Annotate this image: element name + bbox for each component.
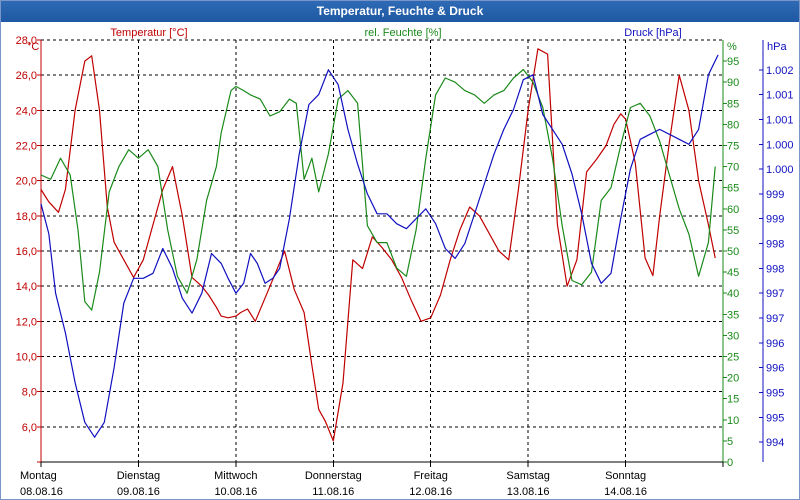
date-label: 12.08.16 — [409, 486, 452, 498]
humidity-series-line — [40, 68, 716, 311]
day-label: Samstag — [506, 470, 549, 482]
temperature-tick-label: 8,0 — [22, 387, 37, 399]
pressure-tick-label: 997 — [766, 288, 784, 300]
humidity-tick-label: 40 — [727, 288, 739, 300]
humidity-tick-label: 90 — [727, 77, 739, 89]
date-label: 09.08.16 — [117, 486, 160, 498]
date-label: 14.08.16 — [604, 486, 647, 498]
pressure-tick-label: 1.001 — [766, 114, 794, 126]
humidity-tick-label: 25 — [727, 352, 739, 364]
humidity-tick-label: 95 — [727, 56, 739, 68]
humidity-tick-label: 30 — [727, 330, 739, 342]
temperature-tick-label: 28,0 — [16, 35, 37, 47]
pressure-tick-label: 999 — [766, 189, 784, 201]
pressure-tick-label: 1.002 — [766, 65, 794, 77]
humidity-tick-label: 35 — [727, 309, 739, 321]
humidity-tick-label: 20 — [727, 373, 739, 385]
humidity-tick-label: 60 — [727, 204, 739, 216]
humidity-unit: % — [727, 41, 737, 53]
pressure-tick-label: 994 — [766, 437, 784, 449]
pressure-series-line — [40, 54, 719, 438]
temperature-series-line — [40, 48, 716, 442]
day-label: Mittwoch — [214, 470, 257, 482]
pressure-unit: hPa — [767, 41, 787, 53]
humidity-tick-label: 10 — [727, 415, 739, 427]
pressure-tick-label: 997 — [766, 313, 784, 325]
temperature-tick-label: 12,0 — [16, 316, 37, 328]
pressure-tick-label: 1.000 — [766, 139, 794, 151]
pressure-axis-title: Druck [hPa] — [624, 27, 681, 39]
humidity-tick-label: 15 — [727, 394, 739, 406]
humidity-tick-label: 80 — [727, 119, 739, 131]
temperature-unit: °C — [27, 41, 39, 53]
pressure-tick-label: 996 — [766, 363, 784, 375]
grid-lines — [41, 39, 723, 462]
date-label: 11.08.16 — [312, 486, 354, 498]
pressure-tick-label: 998 — [766, 239, 784, 251]
day-label: Montag — [20, 470, 57, 482]
pressure-tick-label: 995 — [766, 412, 784, 424]
humidity-axis-title: rel. Feuchte [%] — [364, 27, 441, 39]
series-lines — [40, 48, 719, 442]
pressure-tick-label: 999 — [766, 214, 784, 226]
humidity-tick-label: 65 — [727, 183, 739, 195]
temperature-tick-label: 18,0 — [16, 211, 37, 223]
temperature-axis-title: Temperatur [°C] — [110, 27, 187, 39]
humidity-tick-label: 50 — [727, 246, 739, 258]
pressure-tick-label: 1.001 — [766, 90, 794, 102]
window-title: Temperatur, Feuchte & Druck — [1, 1, 799, 22]
humidity-tick-label: 0 — [727, 457, 733, 469]
day-label: Sonntag — [605, 470, 646, 482]
humidity-tick-label: 55 — [727, 225, 739, 237]
date-label: 08.08.16 — [20, 486, 63, 498]
day-label: Dienstag — [117, 470, 160, 482]
temperature-tick-label: 24,0 — [16, 105, 37, 117]
humidity-tick-label: 85 — [727, 98, 739, 110]
pressure-tick-label: 996 — [766, 338, 784, 350]
pressure-tick-label: 1.000 — [766, 164, 794, 176]
date-label: 10.08.16 — [214, 486, 257, 498]
temperature-tick-label: 22,0 — [16, 141, 37, 153]
pressure-tick-label: 995 — [766, 387, 784, 399]
temperature-tick-label: 10,0 — [16, 352, 37, 364]
pressure-tick-label: 998 — [766, 263, 784, 275]
axes — [37, 39, 764, 467]
temperature-tick-label: 20,0 — [16, 176, 37, 188]
humidity-tick-label: 45 — [727, 267, 739, 279]
temperature-tick-label: 16,0 — [16, 246, 37, 258]
temperature-tick-label: 26,0 — [16, 70, 37, 82]
day-label: Donnerstag — [305, 470, 362, 482]
temperature-tick-label: 6,0 — [22, 422, 37, 434]
humidity-tick-label: 5 — [727, 436, 733, 448]
axis-labels: 6,0 8,0 10,0 12,0 14,0 16,0 18,0 20,0 22,0 24,0 26… — [16, 27, 794, 498]
date-label: 13.08.16 — [507, 486, 550, 498]
temperature-tick-label: 14,0 — [16, 281, 37, 293]
day-label: Freitag — [414, 470, 448, 482]
humidity-tick-label: 75 — [727, 141, 739, 153]
humidity-tick-label: 70 — [727, 162, 739, 174]
